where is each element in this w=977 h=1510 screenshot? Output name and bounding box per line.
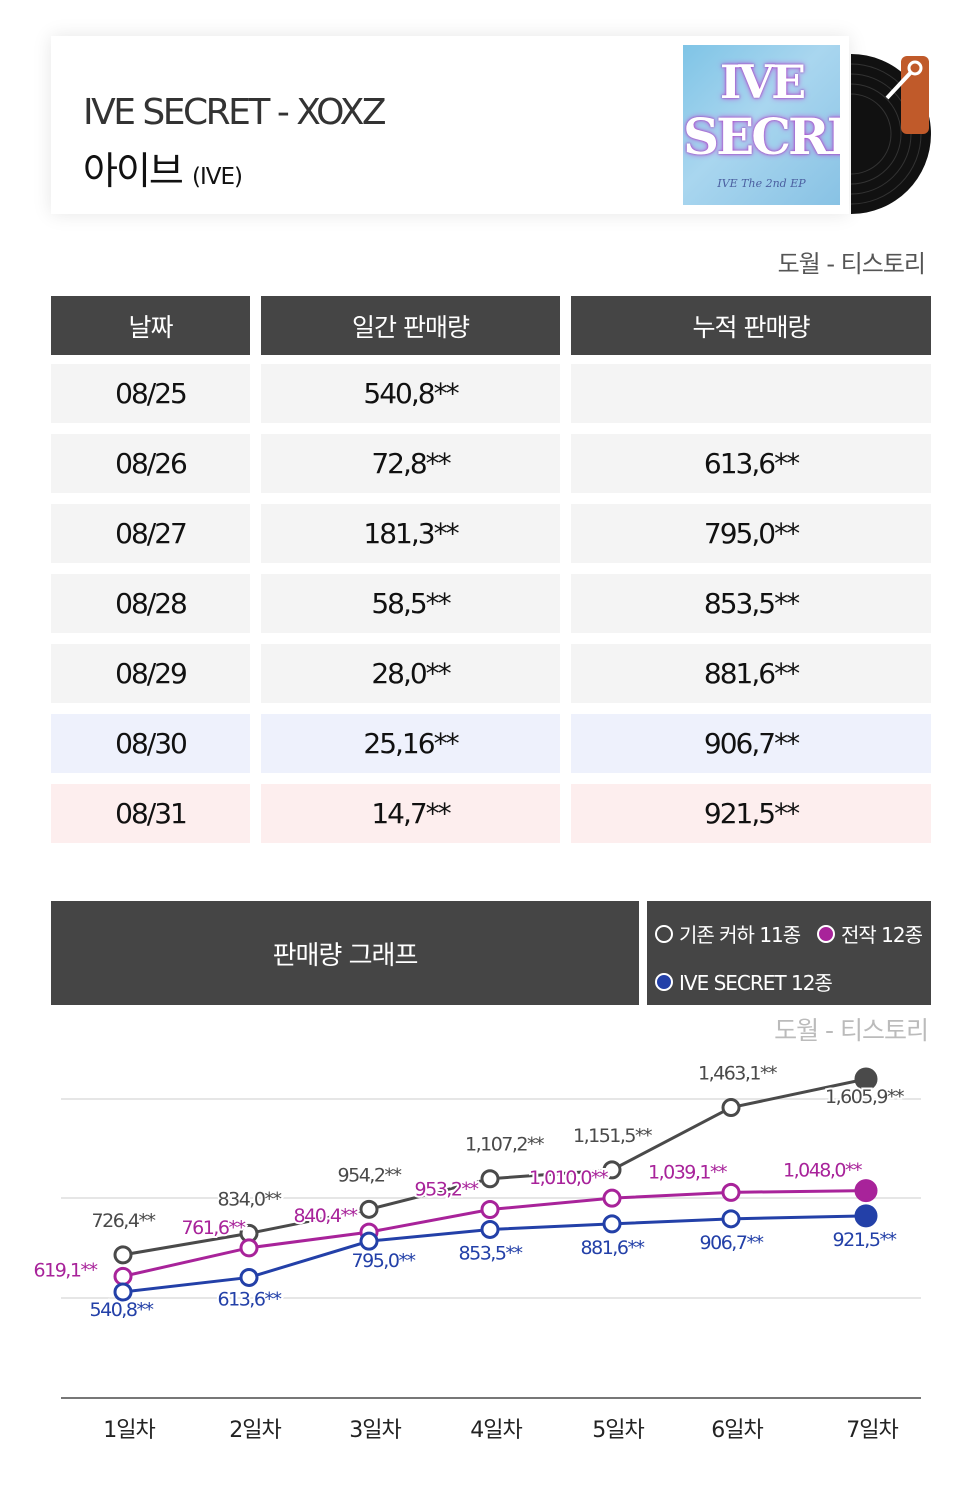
table-cell-daily: 181,3** (261, 504, 560, 563)
table-cell-date: 08/27 (51, 504, 250, 563)
data-label: 906,7** (700, 1232, 764, 1254)
table-cell-cumulative: 881,6** (571, 644, 931, 703)
sales-line-chart: 1일차 2일차 3일차 4일차 5일차 6일차 7일차 726,4** 834,0** 954,2… (32, 1061, 921, 1443)
data-point (239, 1267, 259, 1287)
table-cell-daily: 58,5** (261, 574, 560, 633)
source-label: 도월 - 티스토리 (777, 250, 926, 278)
table-header-cumulative: 누적 판매량 (571, 296, 931, 355)
data-label: 1,605,9** (825, 1086, 904, 1108)
legend-item-current: IVE SECRET 12종 (655, 967, 833, 996)
table-header-daily: 일간 판매량 (261, 296, 560, 355)
x-tick-label: 7일차 (846, 1418, 898, 1443)
cover-logo-line1: IVE (719, 55, 806, 109)
data-label: 881,6** (581, 1237, 645, 1259)
data-point (113, 1245, 133, 1265)
table-cell-cumulative: 921,5** (571, 784, 931, 843)
data-point (602, 1214, 622, 1234)
table-cell-date: 08/29 (51, 644, 250, 703)
data-point (602, 1160, 622, 1180)
table-cell-daily: 72,8** (261, 434, 560, 493)
graph-source-label: 도월 - 티스토리 (774, 1016, 929, 1045)
legend-dot-previous (817, 924, 835, 943)
table-cell-daily: 28,0** (261, 644, 560, 703)
table-cell-daily: 25,16** (261, 714, 560, 773)
table-cell-cumulative: 853,5** (571, 574, 931, 633)
table-cell-date: 08/26 (51, 434, 250, 493)
table-cell-date: 08/31 (51, 784, 250, 843)
legend: 기존 커하 11종 전작 12종 IVE SECRET 12종 (647, 901, 931, 1005)
table-cell-date: 08/25 (51, 364, 250, 423)
data-label: 540,8** (90, 1299, 154, 1321)
data-point (854, 1179, 878, 1203)
table-cell-date: 08/30 (51, 714, 250, 773)
legend-item-previous: 전작 12종 (817, 919, 923, 948)
table-cell-cumulative: 613,6** (571, 434, 931, 493)
data-point (239, 1238, 259, 1258)
x-tick-label: 2일차 (229, 1418, 281, 1443)
album-cover: IVE SECRET IVE The 2nd EP (683, 45, 840, 205)
table-cell-daily: 540,8** (261, 364, 560, 423)
data-label: 1,151,5** (573, 1125, 652, 1147)
data-label: 834,0** (218, 1188, 282, 1210)
cover-tagline: IVE The 2nd EP (717, 177, 806, 190)
legend-label-existing: 기존 커하 11종 (679, 923, 801, 947)
data-point (359, 1199, 379, 1219)
data-label: 953,2** (415, 1179, 479, 1201)
data-point (480, 1169, 500, 1189)
legend-dot-existing (655, 924, 673, 943)
artist-en: (IVE) (191, 164, 243, 190)
table-cell-date: 08/28 (51, 574, 250, 633)
artist-name: 아이브 (IVE) (83, 149, 243, 193)
data-label: 853,5** (459, 1242, 523, 1264)
x-tick-label: 3일차 (349, 1418, 401, 1443)
legend-item-existing: 기존 커하 11종 (655, 919, 801, 948)
data-label: 1,107,2** (465, 1134, 544, 1156)
legend-dot-current (655, 972, 673, 991)
album-title: IVE SECRET - XOXZ (83, 92, 387, 133)
table-header-date: 날짜 (51, 296, 250, 355)
data-label: 726,4** (92, 1210, 156, 1232)
data-point (721, 1182, 741, 1202)
data-label: 1,010,0** (529, 1167, 608, 1189)
data-point (359, 1231, 379, 1251)
data-point (113, 1266, 133, 1286)
graph-title: 판매량 그래프 (51, 901, 639, 1005)
legend-label-previous: 전작 12종 (841, 923, 923, 947)
data-label: 761,6** (182, 1217, 246, 1239)
data-point (480, 1200, 500, 1220)
data-point (854, 1204, 878, 1228)
data-label: 840,4** (294, 1205, 358, 1227)
data-label: 795,0** (352, 1250, 416, 1272)
data-point (113, 1282, 133, 1302)
data-point (721, 1098, 741, 1118)
x-tick-label: 1일차 (103, 1418, 155, 1443)
data-label: 954,2** (338, 1164, 402, 1186)
x-tick-label: 4일차 (470, 1418, 522, 1443)
data-label: 613,6** (218, 1288, 282, 1310)
x-tick-label: 5일차 (592, 1418, 644, 1443)
table-cell-daily: 14,7** (261, 784, 560, 843)
data-label: 1,039,1** (648, 1161, 727, 1183)
data-label: 921,5** (833, 1229, 897, 1251)
table-cell-cumulative (571, 364, 931, 423)
legend-label-current: IVE SECRET 12종 (679, 971, 833, 995)
x-tick-label: 6일차 (711, 1418, 763, 1443)
data-point (602, 1188, 622, 1208)
table-cell-cumulative: 795,0** (571, 504, 931, 563)
cover-logo-line2: SECRET (683, 107, 840, 166)
data-point (480, 1219, 500, 1239)
data-point (854, 1067, 878, 1091)
table-cell-cumulative: 906,7** (571, 714, 931, 773)
data-label: 1,048,0** (783, 1160, 862, 1182)
data-label: 1,463,1** (698, 1063, 777, 1085)
vinyl-record-icon (851, 54, 931, 214)
data-label: 619,1** (34, 1259, 98, 1281)
data-point (721, 1209, 741, 1229)
